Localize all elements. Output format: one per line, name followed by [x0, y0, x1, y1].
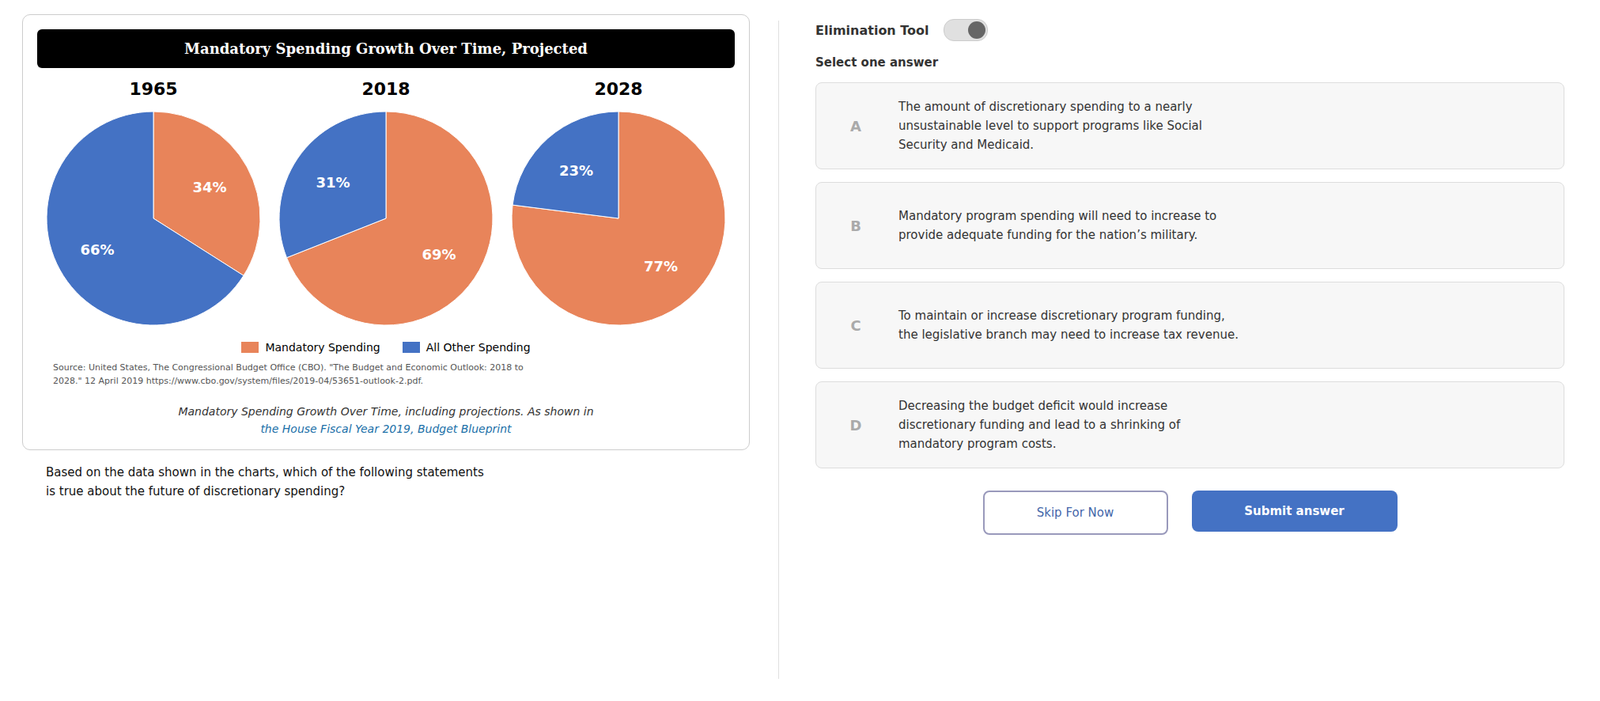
html-text:2018: 2018: [361, 79, 411, 99]
html-text:Elimination Tool: Elimination Tool: [815, 22, 929, 38]
html-text:All Other Spending: All Other Spending: [426, 340, 531, 354]
html-text:Mandatory program spending wil: Mandatory program spending will need to …: [898, 208, 1217, 243]
svg-text:31%: 31%: [315, 173, 350, 191]
html-text:D: D: [849, 416, 862, 434]
html-text:Decreasing the budget deficit: Decreasing the budget deficit would incr…: [898, 398, 1181, 451]
svg-text:34%: 34%: [192, 178, 227, 196]
html-text:To maintain or increase discre: To maintain or increase discretionary pr…: [898, 308, 1239, 342]
html-text:Mandatory Spending: Mandatory Spending: [265, 340, 381, 354]
svg-text:69%: 69%: [421, 245, 456, 263]
html-text:Source: United States, The Con: Source: United States, The Congressional…: [52, 362, 524, 386]
html-text:1965: 1965: [129, 79, 178, 99]
svg-text:77%: 77%: [643, 257, 678, 275]
html-text:A: A: [850, 117, 862, 135]
html-text:The amount of discretionary sp: The amount of discretionary spending to …: [898, 99, 1203, 152]
html-text:B: B: [850, 217, 862, 234]
html-text:Skip For Now: Skip For Now: [1036, 505, 1114, 520]
html-text:2028: 2028: [594, 79, 643, 99]
html-text:Based on the data shown in the: Based on the data shown in the charts, w…: [45, 465, 484, 499]
html-text:Mandatory Spending Growth Over: Mandatory Spending Growth Over Time, inc…: [178, 404, 594, 418]
html-text:C: C: [850, 316, 861, 334]
html-text:Select one answer: Select one answer: [815, 55, 939, 70]
html-text:Submit answer: Submit answer: [1244, 503, 1345, 519]
svg-text:66%: 66%: [79, 241, 114, 258]
html-text:the House Fiscal Year 2019, Bu: the House Fiscal Year 2019, Budget Bluep…: [260, 422, 512, 435]
svg-text:23%: 23%: [559, 162, 594, 179]
html-text:Mandatory Spending Growth Over: Mandatory Spending Growth Over Time, Pro…: [184, 40, 588, 57]
